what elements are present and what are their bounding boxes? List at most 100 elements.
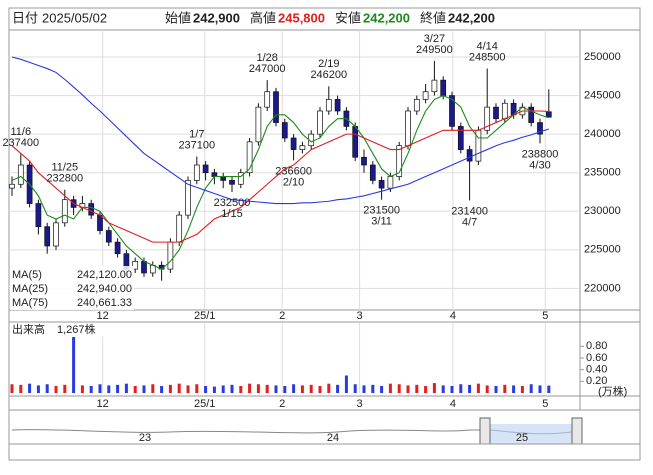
- volume-title: 出来高: [12, 322, 45, 336]
- volume-bar: [19, 384, 23, 393]
- volume-bar: [98, 384, 102, 393]
- volume-bar: [107, 385, 111, 393]
- annotation-price: 231500: [363, 205, 400, 217]
- volume-bar: [292, 384, 296, 393]
- volume-bar: [327, 383, 331, 393]
- volume-bar: [415, 384, 419, 393]
- volume-bar: [547, 385, 551, 393]
- volume-bar: [80, 385, 84, 393]
- y-tick-label: 0.80: [586, 340, 607, 352]
- volume-bar: [476, 383, 480, 393]
- candle-body: [537, 122, 543, 135]
- volume-bar: [195, 384, 199, 393]
- candle-body: [431, 79, 438, 93]
- x-tick-label: 5: [542, 310, 548, 322]
- header-value: 245,800: [278, 10, 325, 25]
- annotation-price: 236600: [275, 165, 312, 177]
- header-label: 高値: [250, 10, 276, 25]
- annotation-date: 4/7: [462, 216, 477, 228]
- volume-bar: [89, 386, 93, 393]
- candle-body: [413, 99, 420, 112]
- annotation-date: 4/30: [529, 159, 550, 171]
- navigator-label: 25: [516, 432, 528, 444]
- volume-bar: [388, 383, 392, 393]
- legend-name: MA(75): [12, 297, 48, 309]
- volume-bar: [256, 384, 260, 393]
- volume-bar: [300, 385, 304, 393]
- x-tick-label: 25/1: [194, 310, 215, 322]
- navigator-handle[interactable]: [479, 417, 491, 445]
- candle-body: [185, 180, 191, 216]
- navigator-label: 23: [139, 432, 151, 444]
- volume-bar: [133, 386, 137, 393]
- volume-bar: [28, 383, 32, 393]
- volume-bar: [450, 386, 454, 393]
- candle-body: [264, 91, 271, 108]
- candle-body: [361, 156, 367, 166]
- candle-body: [132, 261, 139, 270]
- volume-bar: [116, 384, 120, 393]
- volume-bar: [520, 386, 524, 393]
- candle-body: [290, 137, 297, 150]
- volume-bar: [441, 385, 445, 393]
- legend-name: MA(25): [12, 283, 48, 295]
- candle-body: [17, 164, 24, 185]
- volume-bar: [168, 384, 172, 393]
- y-tick-label: 0.40: [586, 364, 607, 376]
- y-tick-label: 225000: [584, 244, 621, 256]
- annotation-price: 246200: [310, 69, 347, 81]
- volume-bar: [63, 384, 67, 393]
- candle-body: [97, 214, 103, 231]
- candle-body: [369, 164, 376, 181]
- x-tick-label: 3: [357, 398, 363, 410]
- x-tick-label: 12: [97, 398, 109, 410]
- volume-bar: [151, 384, 155, 393]
- candle-body: [501, 102, 508, 120]
- header-value: 242,200: [448, 10, 495, 25]
- y-tick-label: 245000: [584, 89, 621, 101]
- volume-bar: [274, 385, 278, 393]
- x-tick-label: 2: [279, 398, 285, 410]
- navigator-handle[interactable]: [571, 417, 583, 445]
- annotation-price: 231400: [451, 205, 488, 217]
- annotation-price: 248500: [469, 51, 506, 63]
- volume-bar: [485, 385, 489, 393]
- annotation-price: 237400: [2, 137, 39, 149]
- volume-bar: [503, 384, 507, 393]
- annotation-price: 232500: [214, 197, 251, 209]
- candle-body: [141, 261, 147, 274]
- volume-bar: [336, 384, 340, 393]
- legend-name: MA(5): [12, 269, 42, 281]
- candle-body: [484, 106, 491, 131]
- date: 2025/05/02: [42, 10, 107, 25]
- candle-body: [493, 106, 499, 120]
- volume-bar: [538, 385, 542, 393]
- legend-value: 240,661.33: [77, 297, 132, 309]
- annotation-price: 249500: [416, 44, 453, 56]
- volume-bar: [239, 386, 243, 393]
- annotation-date: 4/14: [476, 40, 497, 52]
- volume-bar: [494, 386, 498, 393]
- annotation-date: 1/7: [189, 128, 204, 140]
- candle-body: [167, 241, 174, 270]
- navigator-window[interactable]: [485, 424, 575, 444]
- volume-bar: [397, 384, 401, 393]
- annotation-date: 11/6: [11, 126, 32, 138]
- annotation-price: 232800: [46, 173, 83, 185]
- unit-label: (万株): [598, 384, 627, 398]
- volume-bar: [36, 385, 40, 393]
- volume-bar: [432, 383, 436, 393]
- volume-bar: [424, 386, 428, 393]
- volume-bar: [124, 383, 128, 393]
- legend-value: 242,940.00: [77, 283, 132, 295]
- candle-body: [53, 222, 59, 247]
- y-tick-label: 220000: [584, 282, 621, 294]
- candle-body: [211, 172, 218, 177]
- candle-body: [317, 110, 323, 135]
- y-tick-label: 240000: [584, 128, 621, 140]
- annotation-price: 238800: [522, 148, 559, 160]
- frame: [8, 7, 641, 461]
- volume-bar: [353, 384, 357, 393]
- y-tick-label: 235000: [584, 167, 621, 179]
- volume-bar: [344, 375, 348, 393]
